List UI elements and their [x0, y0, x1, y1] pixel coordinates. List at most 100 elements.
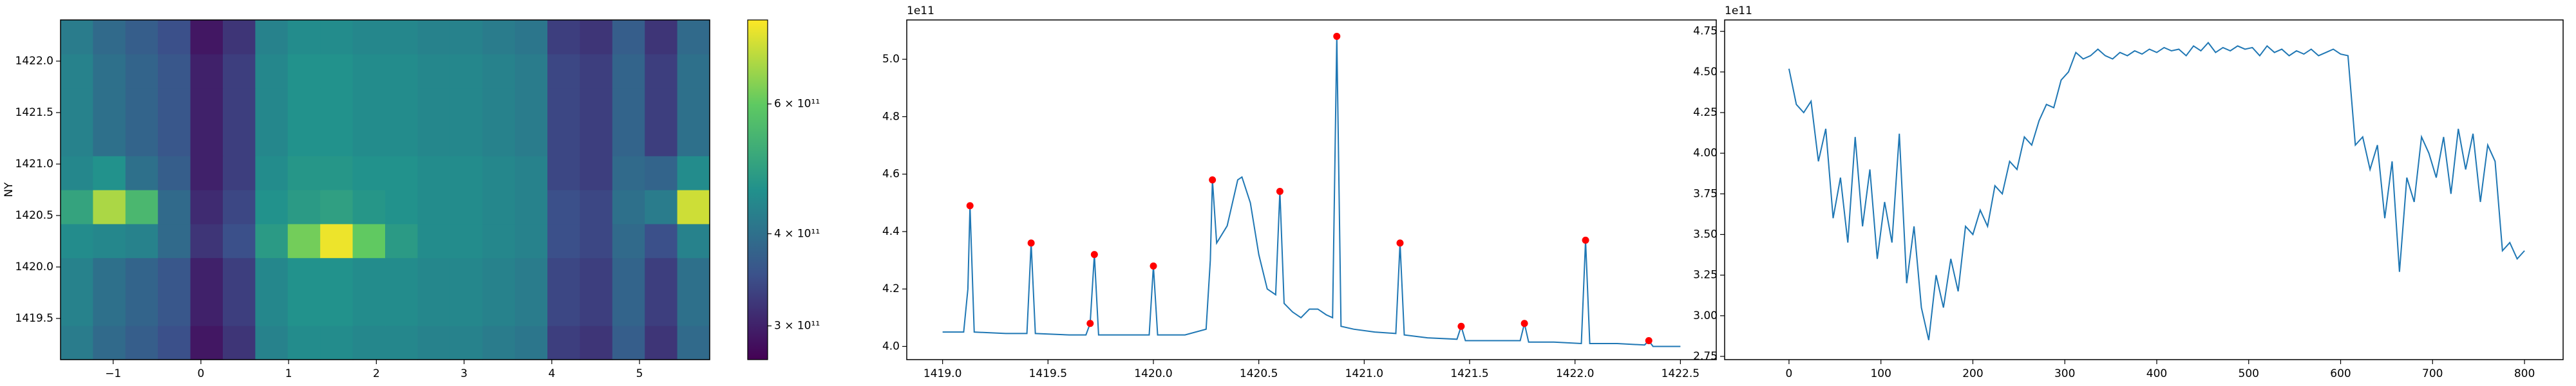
heat-cell [158, 122, 191, 156]
heat-cell [93, 326, 126, 360]
heat-cell [287, 223, 321, 259]
heat-cell [385, 122, 418, 156]
heat-cell [320, 223, 354, 259]
heat-cell [190, 223, 223, 259]
heat-cell [612, 326, 645, 360]
heat-cell [385, 20, 418, 55]
heat-cell [352, 87, 386, 122]
x-tick-label: 2 [373, 367, 380, 380]
heat-cell [417, 87, 451, 122]
heat-cell [61, 53, 93, 89]
heat-cell [352, 291, 386, 326]
heat-cell [547, 87, 580, 122]
x-tick-label: 800 [2514, 367, 2535, 380]
heat-cell [612, 156, 645, 190]
heat-cell [385, 223, 418, 259]
heat-cell [417, 257, 451, 292]
heat-cell [450, 53, 483, 89]
heat-cell [287, 156, 321, 190]
heat-cell [93, 257, 126, 292]
heat-cell [450, 326, 483, 360]
heat-cell [547, 257, 580, 292]
heat-cell [352, 53, 386, 89]
peak-marker [1027, 239, 1035, 247]
heat-cell [645, 122, 678, 156]
heat-cell [547, 190, 580, 225]
heat-cell [580, 20, 613, 55]
peak-marker [1209, 176, 1217, 184]
heat-cell [255, 156, 289, 190]
heat-cell [612, 122, 645, 156]
heat-cell [450, 20, 483, 55]
x-tick-label: 1419.5 [1029, 367, 1067, 380]
heat-cell [352, 190, 386, 225]
x-tick-label: 100 [1870, 367, 1891, 380]
y-tick-label: 4.75 [1693, 25, 1718, 38]
heat-cell [352, 20, 386, 55]
heat-cell [352, 223, 386, 259]
heat-cell [417, 291, 451, 326]
heat-cell [125, 156, 158, 190]
heat-cell [320, 87, 354, 122]
heat-cell [158, 156, 191, 190]
peak-marker [1090, 251, 1098, 259]
heat-cell [287, 87, 321, 122]
heat-cell [450, 87, 483, 122]
heat-cell [385, 156, 418, 190]
y-tick-label: 4.4 [882, 225, 900, 238]
heat-cell [547, 20, 580, 55]
heat-cell [385, 257, 418, 292]
heat-cell [190, 257, 223, 292]
heat-cell [287, 326, 321, 360]
heat-cell [223, 122, 256, 156]
y-tick-label: 1420.0 [15, 261, 53, 273]
heat-cell [320, 20, 354, 55]
heat-cell [580, 223, 613, 259]
heat-cell [61, 156, 93, 190]
x-tick-label: 1 [285, 367, 292, 380]
heat-cell [190, 156, 223, 190]
y-tick-label: 3.50 [1693, 228, 1718, 241]
heat-cell [385, 291, 418, 326]
heat-cell [385, 53, 418, 89]
y-tick-label: 1422.0 [15, 55, 53, 68]
x-tick-label: 1420.5 [1240, 367, 1278, 380]
peak-marker [1396, 239, 1404, 247]
heat-cell [645, 53, 678, 89]
heat-cell [125, 223, 158, 259]
x-tick-label: 5 [636, 367, 643, 380]
heat-cell [417, 53, 451, 89]
heat-cell [125, 87, 158, 122]
heat-cell [223, 20, 256, 55]
heat-cell [482, 223, 516, 259]
heat-cell [125, 20, 158, 55]
heat-cell [352, 257, 386, 292]
heat-cell [580, 87, 613, 122]
heat-cell [612, 20, 645, 55]
heat-cell [190, 190, 223, 225]
heat-cell [287, 291, 321, 326]
heat-cell [190, 20, 223, 55]
heat-cell [515, 291, 548, 326]
heat-cell [61, 257, 93, 292]
heat-cell [61, 326, 93, 360]
x-tick-label: 0 [1786, 367, 1793, 380]
heat-cell [93, 87, 126, 122]
heat-cell [125, 291, 158, 326]
peak-marker [1086, 320, 1094, 327]
heat-cell [515, 156, 548, 190]
y-tick-label: 4.0 [882, 340, 900, 353]
axes-frame [906, 19, 1717, 360]
x-tick-label: 1422.0 [1556, 367, 1594, 380]
heat-cell [450, 156, 483, 190]
x-tick-label: 500 [2239, 367, 2259, 380]
heat-cell [580, 257, 613, 292]
heat-cell [223, 326, 256, 360]
y-tick-label: 1420.5 [15, 209, 53, 222]
heat-cell [255, 122, 289, 156]
peak-marker [1582, 236, 1589, 244]
heat-cell [450, 223, 483, 259]
heat-cell [93, 122, 126, 156]
heat-cell [320, 190, 354, 225]
